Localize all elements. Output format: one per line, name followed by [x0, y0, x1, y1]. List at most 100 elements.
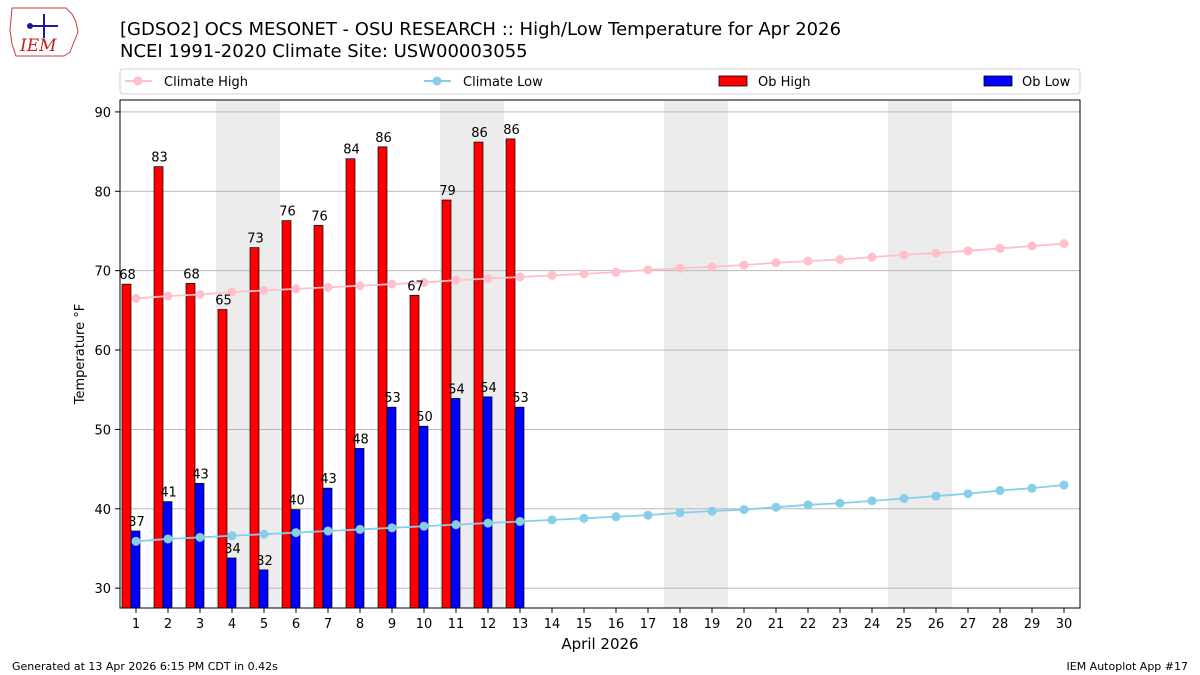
climate-high-point-18	[675, 263, 685, 273]
climate-low-point-27	[963, 489, 973, 499]
ob-low-bar-10	[418, 425, 429, 609]
legend-ob-high-swatch	[718, 75, 748, 87]
ob-high-label-3: 68	[183, 267, 200, 282]
legend-item-climate-high: Climate High	[125, 75, 248, 90]
climate-low-point-20	[739, 505, 749, 515]
ob-low-bar-13	[514, 406, 525, 609]
ob-high-label-2: 83	[151, 151, 168, 166]
ob-high-bar-12	[473, 141, 484, 609]
legend-ob-low-label: Ob Low	[1022, 75, 1071, 90]
ob-low-label-5: 32	[256, 554, 273, 569]
climate-low-point-23	[835, 498, 845, 508]
x-tick-label-8: 8	[356, 617, 364, 632]
ob-high-bar-9	[377, 146, 388, 609]
ob-low-bar-2	[162, 501, 173, 609]
ob-high-bar-8	[345, 158, 356, 609]
x-tick-label-17: 17	[640, 617, 657, 632]
legend-ob-high-label: Ob High	[758, 75, 811, 90]
ob-high-bar-13	[505, 138, 516, 609]
x-tick-label-4: 4	[228, 617, 236, 632]
climate-high-point-26	[931, 248, 941, 258]
climate-high-point-17	[643, 265, 653, 275]
legend-climate-high-label: Climate High	[164, 75, 248, 90]
ob-low-label-6: 40	[288, 494, 305, 509]
climate-high-point-14	[547, 270, 557, 280]
x-tick-label-3: 3	[196, 617, 204, 632]
x-tick-label-16: 16	[608, 617, 625, 632]
climate-high-point-2	[163, 291, 173, 301]
y-tick-label-30: 30	[94, 582, 111, 597]
climate-high-point-4	[227, 287, 237, 297]
climate-low-point-12	[483, 518, 493, 528]
climate-low-point-14	[547, 515, 557, 525]
x-tick-label-22: 22	[800, 617, 817, 632]
weekend-shade-25	[888, 100, 952, 608]
climate-low-point-13	[515, 516, 525, 526]
climate-high-point-21	[771, 258, 781, 268]
climate-high-point-16	[611, 267, 621, 277]
legend-ob-low-swatch	[983, 75, 1013, 87]
climate-high-point-7	[323, 282, 333, 292]
ob-low-label-10: 50	[416, 410, 433, 425]
climate-low-point-19	[707, 506, 717, 516]
climate-high-point-30	[1059, 239, 1069, 249]
legend-frame	[119, 68, 1081, 95]
ob-low-bar-9	[386, 406, 397, 609]
bar-value-labels: 68 83 68 65 73 76 76 84 86 67 79 86 86 37 41 43 34 32 40 43…	[119, 123, 529, 569]
ob-high-bar-4	[217, 309, 228, 609]
climate-low-point-16	[611, 512, 621, 522]
logo-text: IEM	[19, 36, 57, 56]
climate-high-point-25	[899, 250, 909, 260]
ob-high-bar-10	[409, 294, 420, 609]
ob-high-bar-7	[313, 225, 324, 609]
legend-item-ob-high: Ob High	[718, 75, 811, 90]
x-tick-label-28: 28	[992, 617, 1009, 632]
ob-low-label-13: 53	[512, 391, 529, 406]
ob-low-bar-11	[450, 398, 461, 609]
climate-high-point-24	[867, 252, 877, 262]
climate-low-point-1	[131, 536, 141, 546]
climate-low-point-9	[387, 523, 397, 533]
x-tick-label-10: 10	[416, 617, 433, 632]
x-tick-label-18: 18	[672, 617, 689, 632]
climate-high-point-9	[387, 279, 397, 289]
climate-low-point-30	[1059, 480, 1069, 490]
ob-high-label-4: 65	[215, 294, 232, 309]
x-tick-label-21: 21	[768, 617, 785, 632]
climate-high-point-6	[291, 284, 301, 294]
climate-high-point-1	[131, 293, 141, 303]
ob-low-bar-3	[194, 483, 205, 609]
ob-low-label-3: 43	[192, 467, 209, 482]
bars	[121, 138, 525, 609]
ob-low-label-1: 37	[128, 515, 145, 530]
ob-low-label-9: 53	[384, 391, 401, 406]
ob-low-label-2: 41	[160, 486, 177, 501]
climate-low-point-26	[931, 491, 941, 501]
climate-low-point-21	[771, 502, 781, 512]
ob-low-label-11: 54	[448, 382, 465, 397]
y-tick-label-40: 40	[94, 503, 111, 518]
climate-low-point-22	[803, 500, 813, 510]
ob-high-label-12: 86	[471, 126, 488, 141]
legend-item-ob-low: Ob Low	[983, 75, 1071, 90]
x-tick-label-29: 29	[1024, 617, 1041, 632]
ob-low-label-8: 48	[352, 432, 369, 447]
climate-high-point-20	[739, 260, 749, 270]
x-tick-label-12: 12	[480, 617, 497, 632]
iem-logo: IEM	[9, 7, 79, 57]
y-axis-label: Temperature °F	[73, 304, 88, 405]
climate-high-point-23	[835, 255, 845, 265]
x-tick-label-25: 25	[896, 617, 913, 632]
y-tick-label-80: 80	[94, 185, 111, 200]
climate-high-point-29	[1027, 241, 1037, 251]
ob-low-bar-7	[322, 487, 333, 609]
climate-high-point-19	[707, 262, 717, 272]
climate-low-point-11	[451, 520, 461, 530]
ob-high-label-1: 68	[119, 268, 136, 283]
x-tick-label-23: 23	[832, 617, 849, 632]
ob-high-bar-3	[185, 283, 196, 609]
climate-high-point-12	[483, 274, 493, 284]
x-tick-label-19: 19	[704, 617, 721, 632]
climate-low-point-10	[419, 521, 429, 531]
ob-high-label-13: 86	[503, 123, 520, 138]
